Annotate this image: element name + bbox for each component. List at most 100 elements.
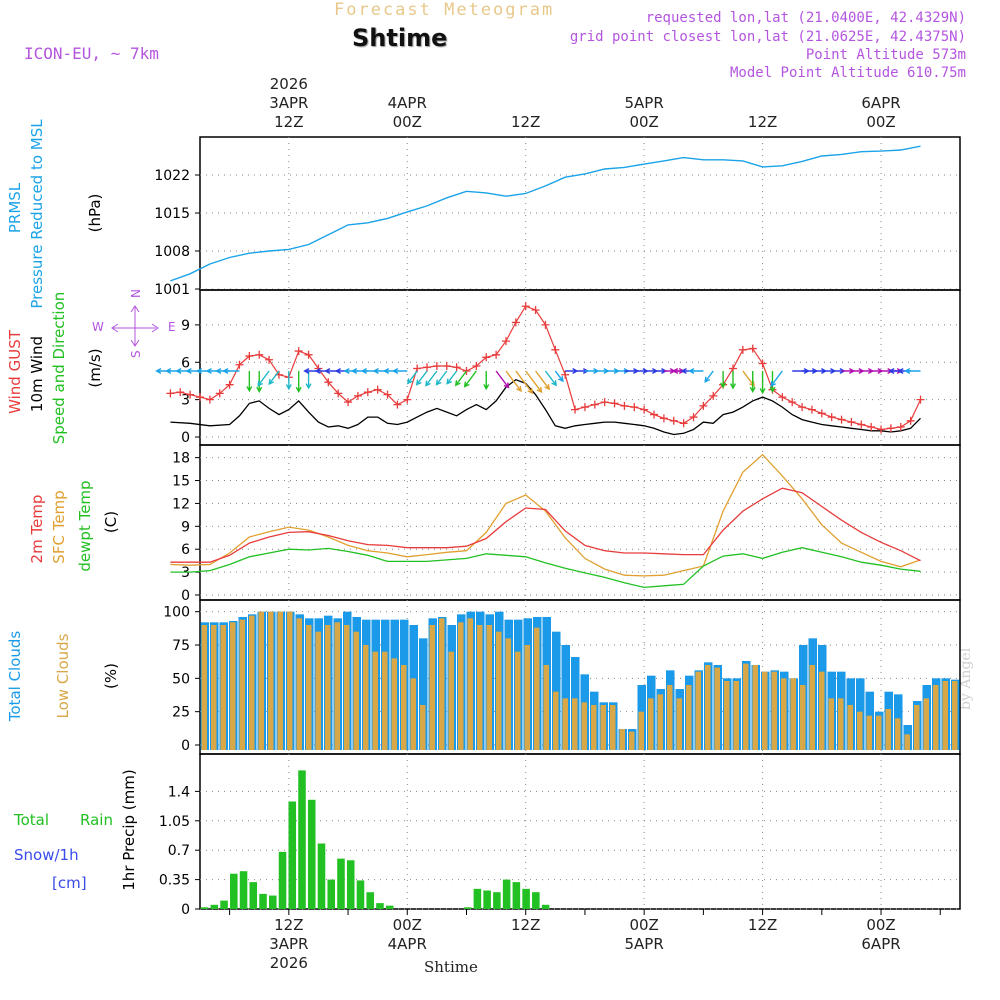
wind-direction-arrow bbox=[861, 367, 875, 375]
low-cloud-bar bbox=[638, 711, 644, 750]
wind-gust-marker bbox=[393, 400, 402, 409]
wind-gust-marker bbox=[807, 405, 816, 414]
low-cloud-bar bbox=[857, 711, 863, 750]
wind-gust-marker bbox=[580, 403, 589, 412]
time-label-top: 12Z bbox=[748, 113, 777, 131]
low-cloud-bar bbox=[714, 667, 720, 750]
low-cloud-bar bbox=[866, 715, 872, 750]
total-cloud-bar bbox=[561, 645, 570, 750]
wind-gust-marker bbox=[294, 347, 303, 356]
grid-point-coords: grid point closest lon,lat (21.0625E, 42… bbox=[569, 29, 966, 45]
wind-gust-marker bbox=[857, 420, 866, 429]
low-cloud-bar bbox=[895, 718, 901, 750]
legend-snow: Snow/1h bbox=[14, 846, 79, 864]
pressure-unit: (hPa) bbox=[86, 194, 104, 233]
panel-frame bbox=[199, 289, 961, 446]
low-cloud-bar bbox=[667, 685, 673, 750]
wind-direction-arrow bbox=[554, 370, 564, 383]
time-label-top: 12Z bbox=[511, 113, 540, 131]
temp-unit: (C) bbox=[102, 511, 120, 533]
low-cloud-bar bbox=[562, 698, 568, 750]
wind-gust-marker bbox=[561, 370, 570, 379]
wind-direction-arrow bbox=[446, 370, 458, 385]
y-tick-label: 25 bbox=[172, 705, 190, 721]
y-tick-label: 75 bbox=[172, 638, 190, 654]
model-point-altitude: Model Point Altitude 610.75m bbox=[729, 65, 966, 81]
wind-gust-marker bbox=[452, 363, 461, 372]
panel-pressure: 1001 1008 1015 1022 bbox=[154, 136, 961, 298]
precip-bar bbox=[210, 904, 219, 909]
low-cloud-bar bbox=[809, 665, 815, 750]
low-cloud-bar bbox=[287, 611, 293, 750]
wind-gust-marker bbox=[403, 395, 412, 404]
wind-gust-marker bbox=[877, 425, 886, 434]
compass-arrows bbox=[111, 305, 159, 347]
wind-10m-label: 10m Wind bbox=[28, 336, 46, 412]
time-label-top: 4APR bbox=[388, 94, 427, 112]
wind-gust-marker bbox=[196, 393, 204, 402]
y-tick-label: 0 bbox=[181, 588, 190, 604]
wind-direction-arrow bbox=[535, 370, 551, 391]
y-tick-label: 1008 bbox=[154, 244, 190, 260]
low-cloud-bar bbox=[306, 625, 312, 750]
wind-gust-marker bbox=[827, 413, 836, 422]
precip-bar bbox=[298, 770, 306, 909]
precip-bar bbox=[288, 801, 297, 909]
low-cloud-bar bbox=[277, 611, 283, 750]
precip-bar bbox=[230, 873, 238, 909]
low-clouds-label: Low Clouds bbox=[54, 633, 72, 718]
low-cloud-bar bbox=[382, 651, 388, 750]
low-cloud-bar bbox=[458, 622, 464, 750]
precip-bar bbox=[473, 888, 482, 909]
wind-gust-marker bbox=[906, 416, 915, 425]
time-label-bottom: 12Z bbox=[748, 916, 777, 934]
time-label-bottom: 12Z bbox=[274, 916, 303, 934]
y-tick-label: 0 bbox=[181, 738, 190, 754]
wind-gust-marker bbox=[551, 345, 560, 354]
pressure-label-long: Pressure Reduced to MSL bbox=[28, 119, 46, 309]
wind-gust-marker bbox=[541, 320, 550, 329]
wind-gust-marker bbox=[423, 363, 432, 372]
precip-bar bbox=[522, 888, 530, 909]
low-cloud-bar bbox=[752, 665, 758, 750]
wind-direction-arrow bbox=[463, 370, 477, 388]
compass-west: W bbox=[92, 320, 104, 334]
wind-gust-marker bbox=[383, 390, 392, 399]
low-cloud-bar bbox=[762, 671, 768, 750]
low-cloud-bar bbox=[534, 627, 540, 750]
requested-coords: requested lon,lat (21.0400E, 42.4329N) bbox=[645, 10, 966, 26]
low-cloud-bar bbox=[420, 705, 426, 750]
temp-dewpt-label: dewpt Temp bbox=[76, 480, 94, 571]
total-clouds-label: Total Clouds bbox=[6, 631, 24, 723]
point-altitude: Point Altitude 573m bbox=[805, 47, 966, 63]
y-tick-label: 50 bbox=[172, 671, 190, 687]
wind-gust-marker bbox=[748, 344, 757, 353]
panel-temperature: 0 3 6 9 12 15 18 bbox=[172, 444, 961, 604]
time-label-top: 00Z bbox=[393, 113, 422, 131]
low-cloud-bar bbox=[724, 681, 730, 750]
precip-bar bbox=[269, 895, 277, 909]
wind-direction-arrow bbox=[515, 370, 534, 395]
low-cloud-bar bbox=[401, 665, 407, 750]
precip-label: 1hr Precip (mm) bbox=[120, 769, 138, 890]
precip-bar bbox=[220, 900, 228, 909]
low-cloud-bar bbox=[790, 678, 796, 750]
legend-total: Total bbox=[13, 811, 49, 829]
low-cloud-bar bbox=[695, 671, 701, 750]
low-cloud-bar bbox=[363, 645, 369, 750]
low-cloud-bar bbox=[885, 709, 891, 750]
wind-gust-marker bbox=[679, 419, 688, 428]
wind-direction-label: Speed and Direction bbox=[50, 292, 68, 445]
wind-direction-arrow bbox=[904, 367, 921, 375]
wind-direction-arrow bbox=[505, 370, 522, 393]
compass-south: S bbox=[129, 350, 143, 358]
low-cloud-bar bbox=[486, 625, 492, 750]
wind-direction-arrow bbox=[544, 370, 558, 387]
low-cloud-bar bbox=[249, 615, 255, 750]
low-cloud-bar bbox=[505, 638, 511, 750]
wind-direction-arrow bbox=[688, 367, 704, 375]
wind-gust-marker bbox=[472, 362, 481, 371]
low-cloud-bar bbox=[515, 651, 521, 750]
time-label-bottom: 12Z bbox=[511, 916, 540, 934]
